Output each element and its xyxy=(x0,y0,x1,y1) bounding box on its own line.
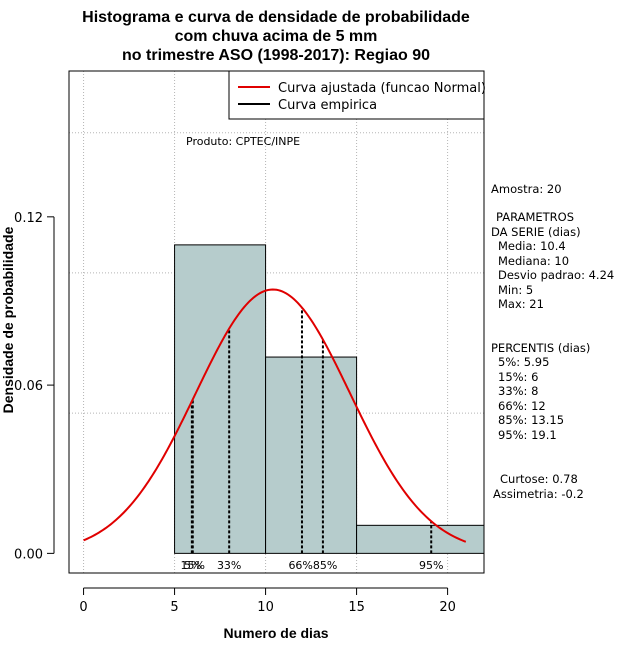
legend-empirical-label: Curva empirica xyxy=(278,98,377,113)
percentile-label-1: 5% xyxy=(184,559,201,572)
y-tick-label-2: 0.12 xyxy=(14,211,43,226)
histogram-bar-1 xyxy=(265,356,358,554)
legend: Curva ajustada (funcao Normal) Curva emp… xyxy=(228,70,486,120)
percentile-label-3: 66%85% xyxy=(288,559,337,572)
chart-title-line-3: no trimestre ASO (1998-2017): Regiao 90 xyxy=(122,47,430,64)
stat-amostra: Amostra: 20 xyxy=(491,182,562,196)
stats-panel: Amostra: 20 PARAMETROS DA SERIE (dias) M… xyxy=(491,182,614,501)
histogram-bars xyxy=(174,244,485,554)
x-tick-label-4: 20 xyxy=(439,600,456,615)
y-tick-label-0: 0.00 xyxy=(14,547,43,562)
percentile-label-2: 33% xyxy=(217,559,241,572)
x-tick-label-3: 15 xyxy=(348,600,365,615)
x-tick-label-0: 0 xyxy=(79,600,87,615)
stat-p15: 15%: 6 xyxy=(498,370,538,384)
y-axis-title: Densidade de probabilidade xyxy=(0,226,16,413)
x-tick-label-2: 10 xyxy=(257,600,274,615)
normal-curve xyxy=(83,288,467,543)
legend-curve-label: Curva ajustada (funcao Normal) xyxy=(278,81,486,96)
stat-p5: 5%: 5.95 xyxy=(498,355,549,369)
x-tick-label-1: 5 xyxy=(170,600,178,615)
product-note: Produto: CPTEC/INPE xyxy=(186,135,300,148)
stat-percentis: PERCENTIS (dias) xyxy=(491,341,590,355)
chart-title-line-1: Histograma e curva de densidade de proba… xyxy=(82,9,470,26)
y-tick-label-1: 0.06 xyxy=(14,379,43,394)
histogram-bar-0 xyxy=(174,244,267,554)
axes: 0 5 10 15 20 0.00 0.06 0.12 xyxy=(14,211,456,615)
percentile-label-4: 95% xyxy=(419,559,443,572)
x-axis-title: Numero de dias xyxy=(223,625,328,641)
normal-curve-path xyxy=(83,288,467,543)
stat-p66: 66%: 12 xyxy=(498,399,546,413)
stat-assimetria: Assimetria: -0.2 xyxy=(493,487,584,501)
histogram-bar-2 xyxy=(356,524,485,554)
stat-min: Min: 5 xyxy=(498,283,533,297)
stat-parametros: PARAMETROS xyxy=(496,210,574,224)
stat-p85: 85%: 13.15 xyxy=(498,413,564,427)
stat-mediana: Mediana: 10 xyxy=(498,254,569,268)
stat-p95: 95%: 19.1 xyxy=(498,428,557,442)
stat-p33: 33%: 8 xyxy=(498,384,538,398)
stat-curtose: Curtose: 0.78 xyxy=(500,472,578,486)
stat-da-serie: DA SERIE (dias) xyxy=(491,225,581,239)
percentile-lines: 15%5% 33% 66%85% 95% xyxy=(181,307,443,572)
stat-max: Max: 21 xyxy=(498,297,544,311)
chart-title-line-2: com chuva acima de 5 mm xyxy=(175,28,378,45)
stat-desvio: Desvio padrao: 4.24 xyxy=(498,268,614,282)
percentile-label-0: 15% xyxy=(181,559,205,572)
legend-box xyxy=(228,70,485,120)
stat-media: Media: 10.4 xyxy=(498,239,566,253)
